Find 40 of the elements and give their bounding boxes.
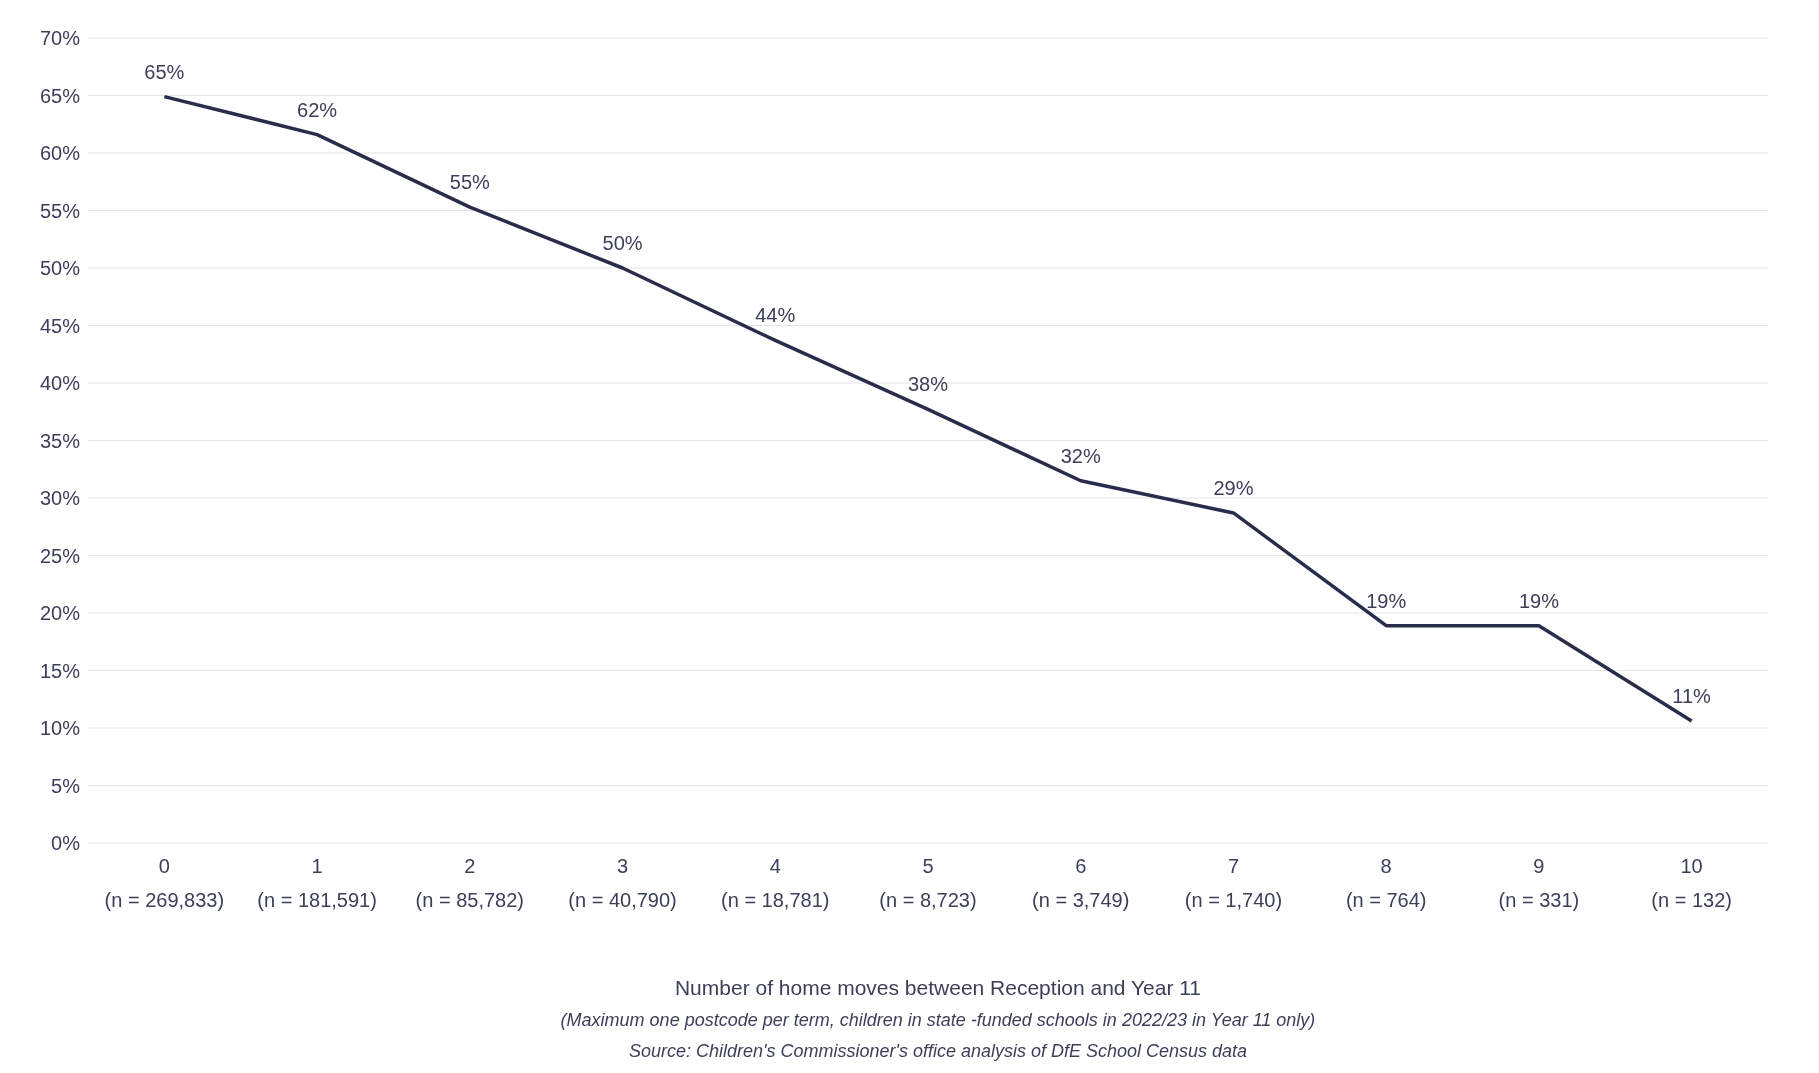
y-tick-label: 50% xyxy=(39,257,81,280)
y-tick-label: 35% xyxy=(39,429,81,452)
data-label: 11% xyxy=(1672,685,1712,708)
x-tick-label: 0 (n = 269,833) xyxy=(104,855,225,911)
y-tick-label: 5% xyxy=(51,774,81,797)
y-tick-label: 30% xyxy=(39,487,81,510)
data-label: 50% xyxy=(602,232,643,254)
x-tick-label: 4 (n = 18,781) xyxy=(721,855,830,911)
y-tick-label: 15% xyxy=(39,659,81,682)
x-tick-label: 1 (n = 181,591) xyxy=(257,855,377,911)
x-tick-label: 6 (n = 3,749) xyxy=(1032,855,1130,911)
x-tick-label: 2 (n = 85,782) xyxy=(415,855,525,911)
x-tick-label: 10 (n = 132) xyxy=(1651,855,1732,911)
y-tick-label: 10% xyxy=(39,717,81,740)
source-note: Source: Children's Commissioner's office analysis of DfE School Census data xyxy=(627,1041,1249,1062)
data-label: 62% xyxy=(297,98,338,121)
x-tick-label: 5 (n = 8,723) xyxy=(879,855,977,911)
y-tick-label: 70% xyxy=(39,27,81,50)
data-label: 38% xyxy=(907,373,949,396)
x-tick-label: 7 (n = 1,740) xyxy=(1184,855,1283,911)
data-label: 32% xyxy=(1060,444,1101,467)
y-tick-label: 55% xyxy=(39,199,81,222)
y-tick-label: 25% xyxy=(39,544,81,567)
data-label: 55% xyxy=(449,171,491,194)
y-tick-label: 45% xyxy=(39,314,81,337)
data-label: 19% xyxy=(1518,589,1560,612)
data-label: 29% xyxy=(1213,476,1254,499)
x-tick-label: 9 (n = 331) xyxy=(1498,855,1580,911)
y-tick-label: 20% xyxy=(39,602,81,625)
x-tick-label: 8 (n = 764) xyxy=(1345,855,1427,911)
text: (Maximum one postcode per term, children in state -funded schools in 2022/23 in Year 11 only) xyxy=(559,1010,1317,1031)
y-tick-label: 60% xyxy=(39,142,81,165)
data-label: 44% xyxy=(755,304,796,327)
x-tick-label: 3 (n = 40,790) xyxy=(568,855,677,911)
x-axis-title: Number of home moves between Reception and Year 11 xyxy=(673,976,1203,1000)
data-label: 65% xyxy=(144,60,185,83)
y-tick-label: 65% xyxy=(39,84,81,107)
data-label: 19% xyxy=(1366,589,1407,612)
y-tick-label: 40% xyxy=(39,372,81,395)
y-tick-label: 0% xyxy=(51,832,81,855)
